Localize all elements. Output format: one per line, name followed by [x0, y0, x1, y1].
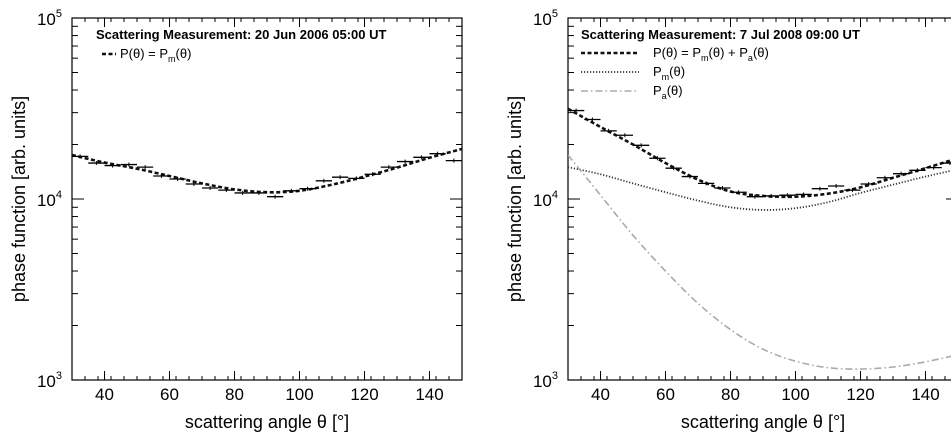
data-point	[633, 143, 650, 148]
ticks-layer: 40 60 80 100 120 140 103 104 105	[533, 8, 951, 404]
plot-frame	[71, 17, 463, 381]
data-point	[397, 159, 414, 164]
y-tick-label: 103	[533, 370, 558, 391]
series-line-2	[568, 154, 951, 370]
x-tick-label: 80	[721, 385, 740, 404]
data-point	[218, 188, 235, 193]
data-point	[568, 108, 585, 113]
data-point	[681, 174, 698, 179]
x-tick-label: 40	[591, 385, 610, 404]
data-point	[88, 161, 105, 166]
data-point	[120, 162, 137, 167]
legend: P(θ) = Pm(θ)	[102, 46, 191, 64]
data-point	[185, 182, 202, 187]
legend-label: Pa(θ)	[653, 83, 683, 101]
y-tick-label: 104	[533, 189, 558, 210]
y-tick-label: 103	[37, 370, 62, 391]
data-point	[893, 171, 910, 176]
y-axis-label: phase function [arb. units]	[505, 96, 525, 302]
data-point	[714, 186, 731, 191]
data-point	[234, 190, 251, 195]
chart-panel-left: 40 60 80 100 120 140 103 104 105 Scattering Meas…	[9, 8, 463, 432]
data-point	[153, 173, 170, 178]
data-point	[649, 156, 666, 161]
plot-frame	[567, 17, 951, 381]
data-point	[779, 193, 796, 198]
data-point	[584, 117, 601, 122]
series-line-0	[72, 147, 462, 194]
data-point	[137, 165, 154, 170]
data-point	[250, 190, 267, 195]
data-point	[413, 155, 430, 160]
x-axis-label: scattering angle θ [°]	[185, 412, 349, 432]
data-point	[811, 186, 828, 191]
chart-panel-right: 40 60 80 100 120 140 103 104 105 Scattering Meas…	[505, 8, 951, 432]
legend-label: P(θ) = Pm(θ)	[120, 46, 191, 64]
x-tick-label: 60	[656, 385, 675, 404]
y-tick-label: 105	[37, 8, 62, 29]
data-point	[332, 175, 349, 180]
chart-title: Scattering Measurement: 20 Jun 2006 05:0…	[96, 27, 387, 42]
data-point	[860, 182, 877, 187]
legend-label: Pm(θ)	[653, 64, 685, 82]
x-tick-label: 80	[225, 385, 244, 404]
y-tick-label: 105	[533, 8, 558, 29]
data-point	[299, 186, 316, 191]
data-point	[72, 154, 89, 159]
data-point	[600, 128, 617, 133]
y-axis-label: phase function [arb. units]	[9, 96, 29, 302]
data-point	[616, 133, 633, 138]
x-tick-label: 120	[350, 385, 378, 404]
x-tick-label: 120	[846, 385, 874, 404]
data-point	[283, 188, 300, 193]
data-point	[665, 166, 682, 171]
y-tick-label: 104	[37, 189, 62, 210]
data-point	[828, 183, 845, 188]
data-point	[267, 194, 284, 199]
data-point	[925, 165, 942, 170]
data-point	[104, 163, 121, 168]
data-point	[445, 158, 462, 163]
data-point	[348, 176, 365, 181]
data-point	[909, 168, 926, 173]
marks-layer	[568, 107, 951, 370]
legend: P(θ) = Pm(θ) + Pa(θ)Pm(θ)Pa(θ)	[581, 45, 769, 101]
x-tick-label: 100	[285, 385, 313, 404]
data-point	[730, 190, 747, 195]
x-tick-label: 60	[160, 385, 179, 404]
data-point	[169, 176, 186, 181]
data-point	[698, 181, 715, 186]
data-point	[202, 186, 219, 191]
legend-label: P(θ) = Pm(θ) + Pa(θ)	[653, 45, 769, 63]
data-point	[746, 194, 763, 199]
data-point	[429, 151, 446, 156]
x-tick-label: 40	[95, 385, 114, 404]
data-point	[364, 172, 381, 177]
x-tick-label: 100	[781, 385, 809, 404]
x-axis-label: scattering angle θ [°]	[681, 412, 845, 432]
data-point	[795, 192, 812, 197]
data-point	[941, 161, 951, 166]
data-point	[380, 165, 397, 170]
x-tick-label: 140	[415, 385, 443, 404]
series-line-1	[568, 166, 951, 211]
data-point	[844, 188, 861, 193]
data-point	[876, 175, 893, 180]
chart-title: Scattering Measurement: 7 Jul 2008 09:00…	[581, 27, 860, 42]
ticks-layer: 40 60 80 100 120 140 103 104 105	[37, 8, 463, 404]
x-tick-label: 140	[911, 385, 939, 404]
data-point	[763, 193, 780, 198]
marks-layer	[72, 147, 462, 199]
data-point	[315, 178, 332, 183]
